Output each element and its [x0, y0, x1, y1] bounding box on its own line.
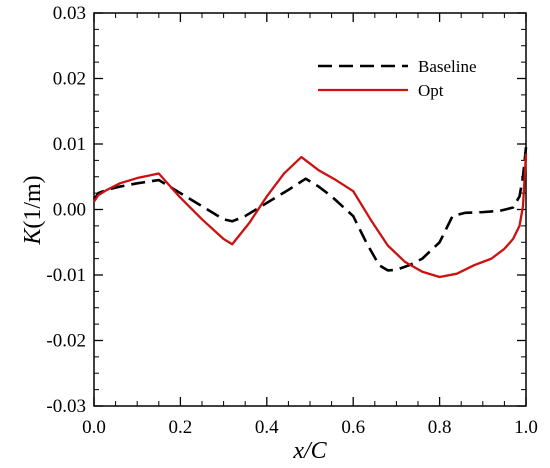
y-tick-label: 0.03	[53, 3, 86, 24]
x-axis-label: x/C	[292, 438, 327, 464]
x-tick-label: 0.2	[169, 417, 193, 438]
x-tick-label: 1.0	[514, 417, 538, 438]
data-series	[92, 147, 528, 279]
y-tick-label: 0.01	[53, 134, 86, 155]
y-tick-label: -0.01	[46, 265, 86, 286]
legend-label-opt: Opt	[418, 81, 444, 100]
axis-ticks	[93, 12, 527, 407]
series-line-baseline	[92, 147, 528, 272]
x-tick-label: 0.0	[82, 417, 106, 438]
y-tick-label: 0.00	[53, 200, 86, 221]
y-axis-label: K(1/m)	[20, 175, 46, 245]
tick-labels: 0.0 0.2 0.4 0.6 0.8 1.0 -0.03 -0.02 -0.01 0.00 0.0…	[46, 3, 537, 438]
x-tick-label: 0.4	[255, 417, 279, 438]
y-tick-label: -0.02	[46, 331, 86, 352]
y-tick-label: 0.02	[53, 69, 86, 90]
y-axis-label-unit: (1/m)	[20, 175, 46, 228]
series-line-opt	[93, 153, 528, 279]
y-axis-label-symbol: K	[20, 227, 46, 246]
y-tick-label: -0.03	[46, 396, 86, 417]
x-tick-label: 0.8	[428, 417, 452, 438]
legend: Baseline Opt	[318, 57, 477, 100]
x-tick-label: 0.6	[341, 417, 365, 438]
legend-label-baseline: Baseline	[418, 57, 477, 76]
